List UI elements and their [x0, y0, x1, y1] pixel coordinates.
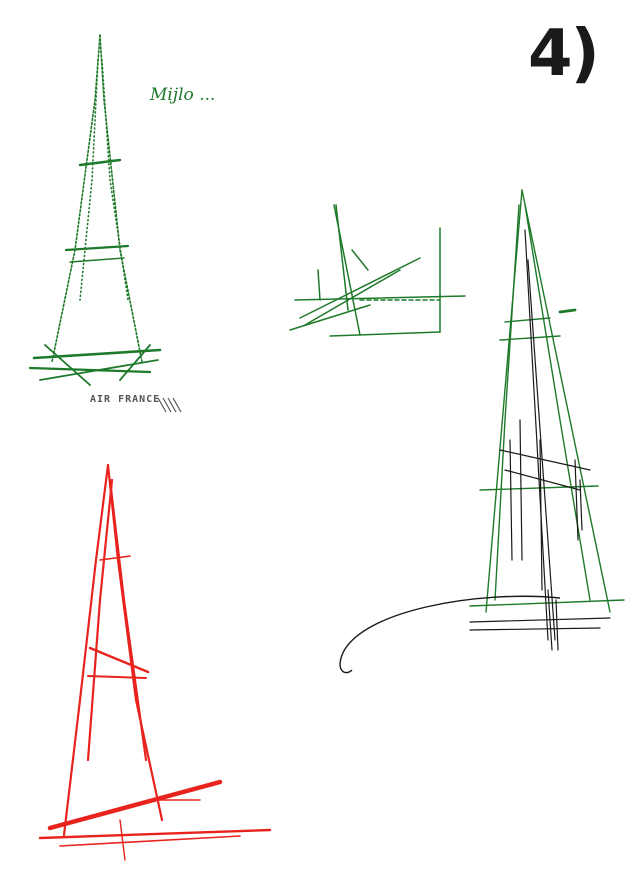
red-tower-sketch: [38, 463, 272, 861]
stamp-lines: [157, 397, 182, 413]
green-tower-sketch: [28, 34, 162, 386]
green-note-column: Mijlo ...: [150, 85, 216, 105]
connector-arc: [339, 595, 561, 674]
page-number: 4): [528, 17, 600, 91]
tall-tower-sketch: [469, 189, 625, 651]
green-corner-sketch: [289, 204, 466, 337]
air-france-stamp: AIR FRANCE: [90, 394, 161, 405]
